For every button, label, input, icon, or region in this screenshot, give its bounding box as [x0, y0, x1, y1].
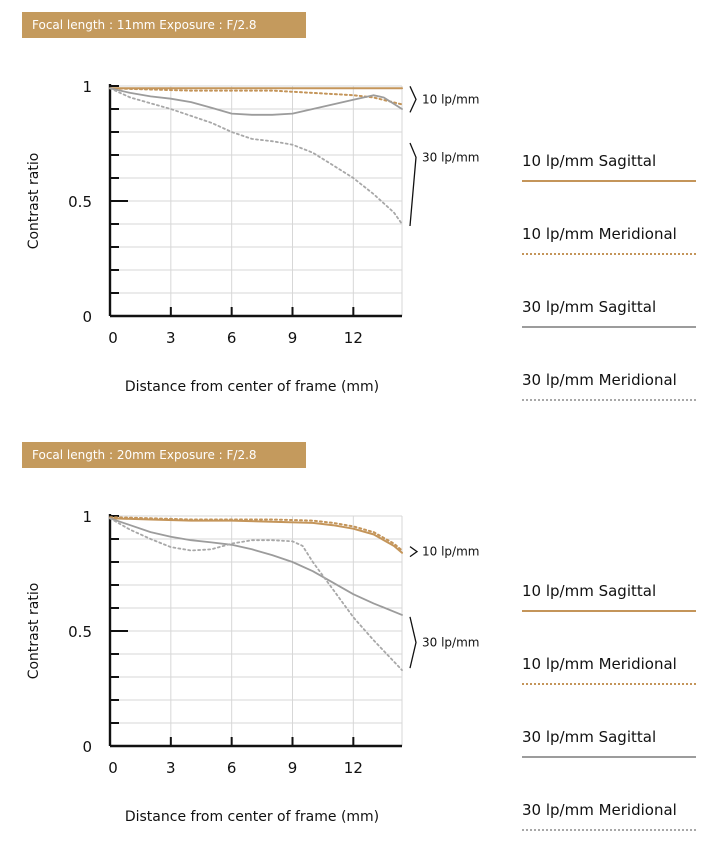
y-axis-label: Contrast ratio: [26, 583, 42, 680]
legend-swatch-dotted: [522, 829, 696, 831]
x-axis-label: Distance from center of frame (mm): [125, 379, 379, 395]
y-tick-label: 0: [82, 308, 92, 326]
y-tick-label: 0.5: [68, 193, 92, 211]
legend-swatch-solid: [522, 326, 696, 328]
bracket-30lp: [409, 142, 417, 227]
x-tick-label: 6: [227, 759, 237, 777]
series-30lp-sagittal: [109, 87, 403, 116]
series-30lp-meridional: [109, 517, 403, 672]
chart-title-banner: Focal length : 20mm Exposure : F/2.8: [22, 442, 306, 468]
series-30lp-sagittal: [109, 517, 403, 616]
series-30lp-meridional: [109, 87, 403, 225]
legend-label: 10 lp/mm Sagittal: [522, 582, 657, 600]
x-tick-label: 6: [227, 329, 237, 347]
chart-title-banner: Focal length : 11mm Exposure : F/2.8: [22, 12, 306, 38]
legend-item-30lp-meridional: 30 lp/mm Meridional: [522, 371, 698, 411]
legend-swatch-dotted: [522, 683, 696, 685]
legend-item-10lp-sagittal: 10 lp/mm Sagittal: [522, 152, 698, 192]
legend-label: 30 lp/mm Sagittal: [522, 728, 657, 746]
annotation-label-10lp: 10 lp/mm: [422, 92, 479, 106]
legend-label: 30 lp/mm Meridional: [522, 371, 677, 389]
series-10lp-meridional: [109, 516, 403, 552]
legend-swatch-dotted: [522, 253, 696, 255]
mtf-chart-panel-11mm: 0 0.5 1 0 3 6 9 12 Distance from center of frame…: [0, 0, 720, 424]
bracket-10lp: [409, 86, 417, 113]
legend-item-30lp-sagittal: 30 lp/mm Sagittal: [522, 728, 698, 768]
y-axis-label: Contrast ratio: [26, 153, 42, 250]
annotation-label-10lp: 10 lp/mm: [422, 545, 479, 559]
legend-item-30lp-sagittal: 30 lp/mm Sagittal: [522, 298, 698, 338]
y-tick-label: 0.5: [68, 623, 92, 641]
x-axis-label: Distance from center of frame (mm): [125, 809, 379, 825]
legend-label: 10 lp/mm Meridional: [522, 655, 677, 673]
x-tick-label: 12: [344, 759, 363, 777]
x-tick-label: 9: [288, 329, 298, 347]
x-tick-label: 0: [108, 329, 118, 347]
series-10lp-sagittal: [109, 517, 403, 554]
legend-swatch-solid: [522, 180, 696, 182]
legend-swatch-solid: [522, 610, 696, 612]
legend-item-10lp-meridional: 10 lp/mm Meridional: [522, 225, 698, 265]
legend-item-10lp-meridional: 10 lp/mm Meridional: [522, 655, 698, 695]
x-tick-label: 0: [108, 759, 118, 777]
bracket-30lp: [409, 616, 417, 669]
annotation-label-30lp: 30 lp/mm: [422, 636, 479, 650]
legend-swatch-dotted: [522, 399, 696, 401]
x-tick-label: 3: [166, 329, 176, 347]
mtf-chart-20mm: 0 0.5 1 0 3 6 9 12 Distance from center of frame…: [26, 508, 479, 825]
legend-label: 10 lp/mm Meridional: [522, 225, 677, 243]
legend-item-30lp-meridional: 30 lp/mm Meridional: [522, 801, 698, 841]
mtf-chart-panel-20mm: 0 0.5 1 0 3 6 9 12 Distance from center of frame…: [0, 430, 720, 854]
mtf-chart-11mm: 0 0.5 1 0 3 6 9 12 Distance from center of frame…: [26, 78, 479, 395]
y-tick-label: 0: [82, 738, 92, 756]
y-tick-label: 1: [82, 78, 92, 96]
bracket-10lp: [409, 546, 419, 558]
annotation-label-30lp: 30 lp/mm: [422, 150, 479, 164]
legend-label: 30 lp/mm Meridional: [522, 801, 677, 819]
y-tick-label: 1: [82, 508, 92, 526]
legend-item-10lp-sagittal: 10 lp/mm Sagittal: [522, 582, 698, 622]
x-tick-label: 12: [344, 329, 363, 347]
legend-label: 30 lp/mm Sagittal: [522, 298, 657, 316]
x-tick-label: 9: [288, 759, 298, 777]
x-tick-label: 3: [166, 759, 176, 777]
legend-label: 10 lp/mm Sagittal: [522, 152, 657, 170]
legend-swatch-solid: [522, 756, 696, 758]
